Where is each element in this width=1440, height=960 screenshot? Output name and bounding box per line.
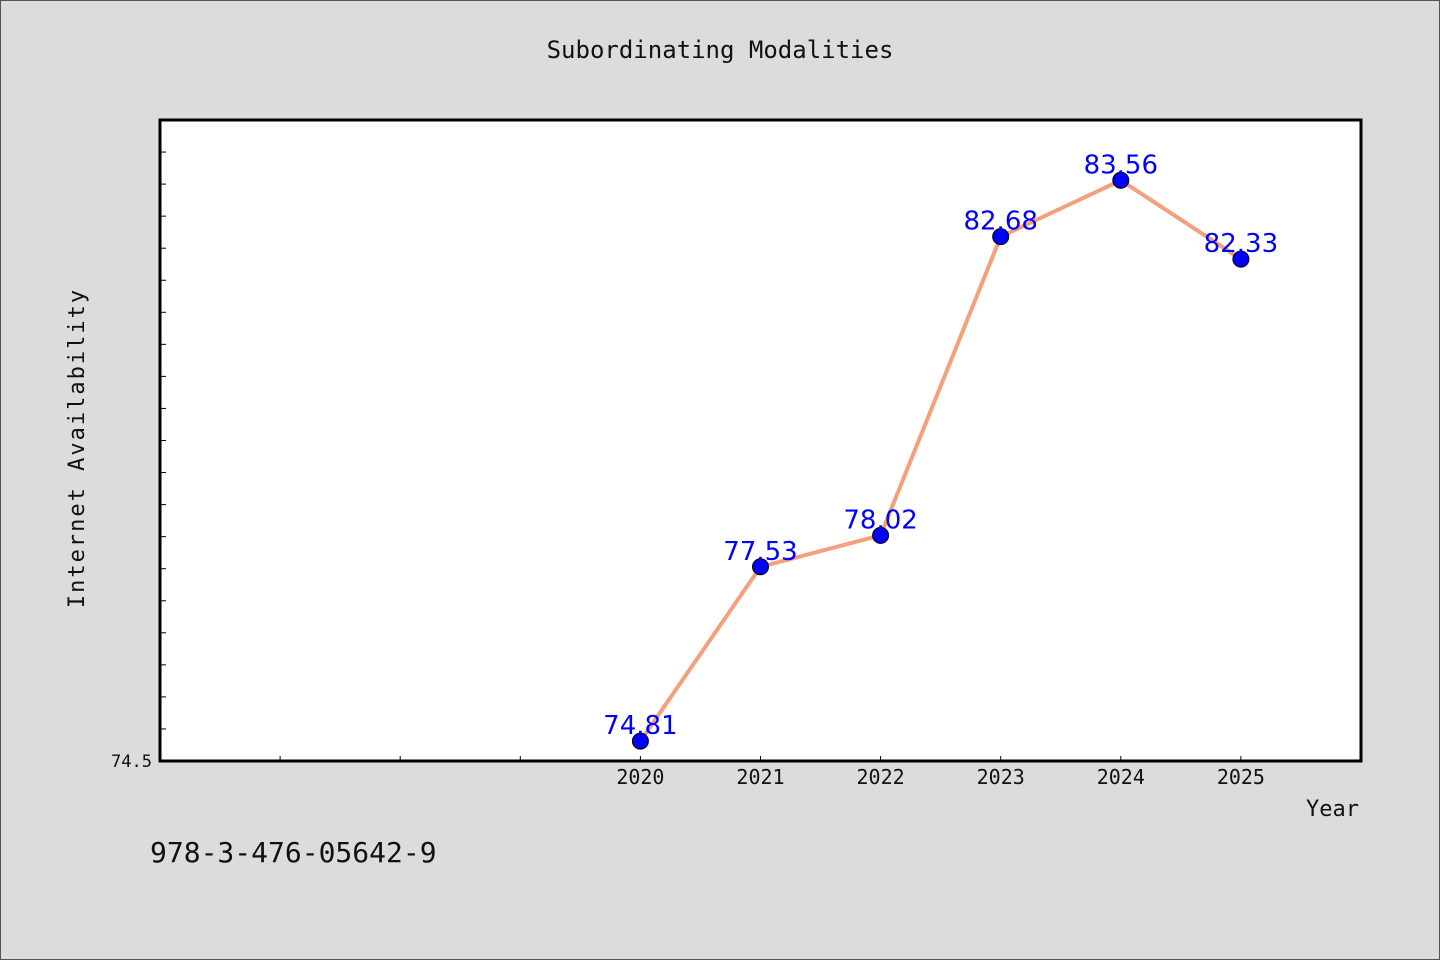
- data-label: 78.02: [843, 505, 917, 535]
- data-point: [872, 526, 890, 544]
- data-point: [1112, 171, 1130, 189]
- y-axis-ticks: 74.5: [111, 119, 166, 772]
- x-tick-label: 2020: [616, 765, 664, 789]
- x-tick-label: 2024: [1097, 765, 1145, 789]
- x-axis-label: Year: [1306, 797, 1359, 822]
- x-tick-label: 2022: [857, 765, 905, 789]
- data-label: 74.81: [603, 711, 677, 741]
- data-label: 77.53: [723, 537, 797, 567]
- data-label: 82.68: [963, 207, 1037, 237]
- data-label: 82.33: [1204, 229, 1278, 259]
- data-point: [1232, 250, 1250, 268]
- plot-area: [158, 118, 1363, 763]
- y-tick-label: 74.5: [111, 752, 152, 772]
- data-points: [631, 171, 1250, 750]
- series-line: [638, 178, 1242, 743]
- x-axis-ticks: 2020 2021 2022 2023 2024 2025: [159, 756, 1265, 789]
- x-tick-label: 2021: [736, 765, 784, 789]
- data-label: 83.56: [1084, 150, 1158, 180]
- data-labels: 74.81 77.53 78.02 82.68 83.56 82.33: [603, 150, 1278, 741]
- data-point: [631, 732, 649, 750]
- data-point: [752, 558, 769, 576]
- x-tick-label: 2023: [977, 765, 1025, 789]
- isbn-text: 978-3-476-05642-9: [150, 836, 437, 869]
- y-axis-label: Internet Availability: [65, 288, 90, 608]
- data-point: [992, 228, 1010, 246]
- chart-title: Subordinating Modalities: [546, 36, 894, 64]
- x-tick-label: 2025: [1217, 765, 1265, 789]
